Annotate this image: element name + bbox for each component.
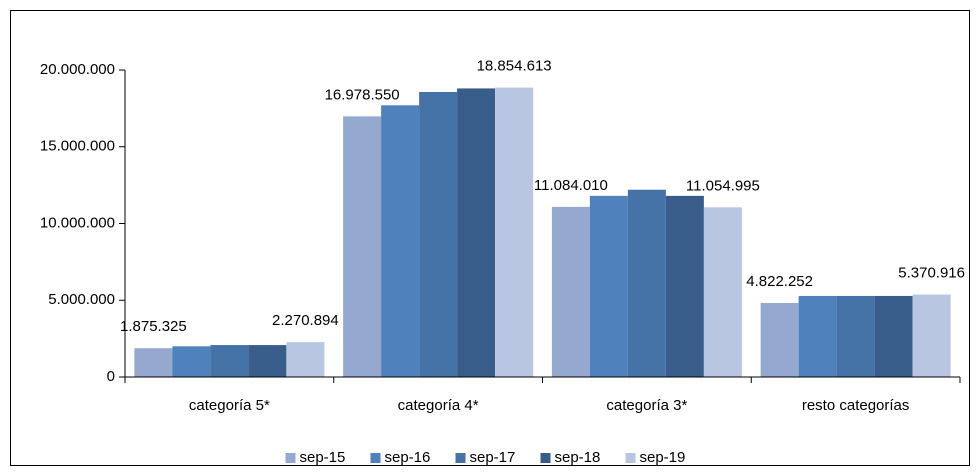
bar bbox=[836, 295, 875, 377]
legend-label: sep-18 bbox=[555, 449, 601, 466]
y-tick-label: 0 bbox=[107, 368, 115, 385]
bar bbox=[286, 342, 325, 377]
bar bbox=[343, 116, 382, 377]
bar bbox=[457, 88, 496, 378]
bar bbox=[551, 206, 590, 377]
legend-swatch bbox=[370, 453, 381, 463]
bar bbox=[134, 348, 173, 377]
legend-swatch bbox=[540, 453, 551, 463]
bar bbox=[665, 195, 704, 377]
bar bbox=[381, 105, 420, 378]
bar bbox=[703, 207, 742, 377]
bar bbox=[627, 189, 666, 377]
y-tick-label: 15.000.000 bbox=[40, 138, 115, 155]
bar bbox=[760, 302, 799, 377]
legend-label: sep-16 bbox=[385, 449, 431, 466]
chart-frame bbox=[10, 10, 970, 466]
legend-label: sep-17 bbox=[470, 449, 516, 466]
y-tick-label: 10.000.000 bbox=[40, 214, 115, 231]
y-tick-label: 5.000.000 bbox=[48, 291, 115, 308]
legend-swatch bbox=[625, 453, 636, 463]
value-label: 1.875.325 bbox=[120, 318, 187, 335]
legend-swatch bbox=[285, 453, 296, 463]
x-tick-label: categoría 5* bbox=[189, 397, 270, 414]
bar bbox=[874, 295, 913, 377]
x-tick-label: resto categorías bbox=[802, 397, 910, 414]
x-tick-label: categoría 3* bbox=[606, 397, 687, 414]
value-label: 4.822.252 bbox=[746, 273, 813, 290]
bar bbox=[419, 91, 458, 377]
value-label: 2.270.894 bbox=[272, 312, 339, 329]
value-label: 18.854.613 bbox=[477, 58, 552, 75]
bar bbox=[798, 295, 837, 377]
value-label: 11.054.995 bbox=[686, 177, 760, 194]
legend-label: sep-19 bbox=[640, 449, 686, 466]
value-label: 16.978.550 bbox=[325, 86, 400, 103]
bar bbox=[495, 87, 534, 377]
x-tick-label: categoría 4* bbox=[398, 397, 479, 414]
y-tick-label: 20.000.000 bbox=[40, 61, 115, 78]
bar bbox=[589, 195, 628, 377]
bar bbox=[210, 345, 249, 377]
legend-swatch bbox=[455, 453, 466, 463]
bar bbox=[912, 294, 951, 377]
value-label: 5.370.916 bbox=[898, 265, 965, 282]
value-label: 11.084.010 bbox=[534, 177, 608, 194]
legend-label: sep-15 bbox=[300, 449, 346, 466]
bar bbox=[248, 345, 287, 377]
bar bbox=[172, 346, 211, 377]
